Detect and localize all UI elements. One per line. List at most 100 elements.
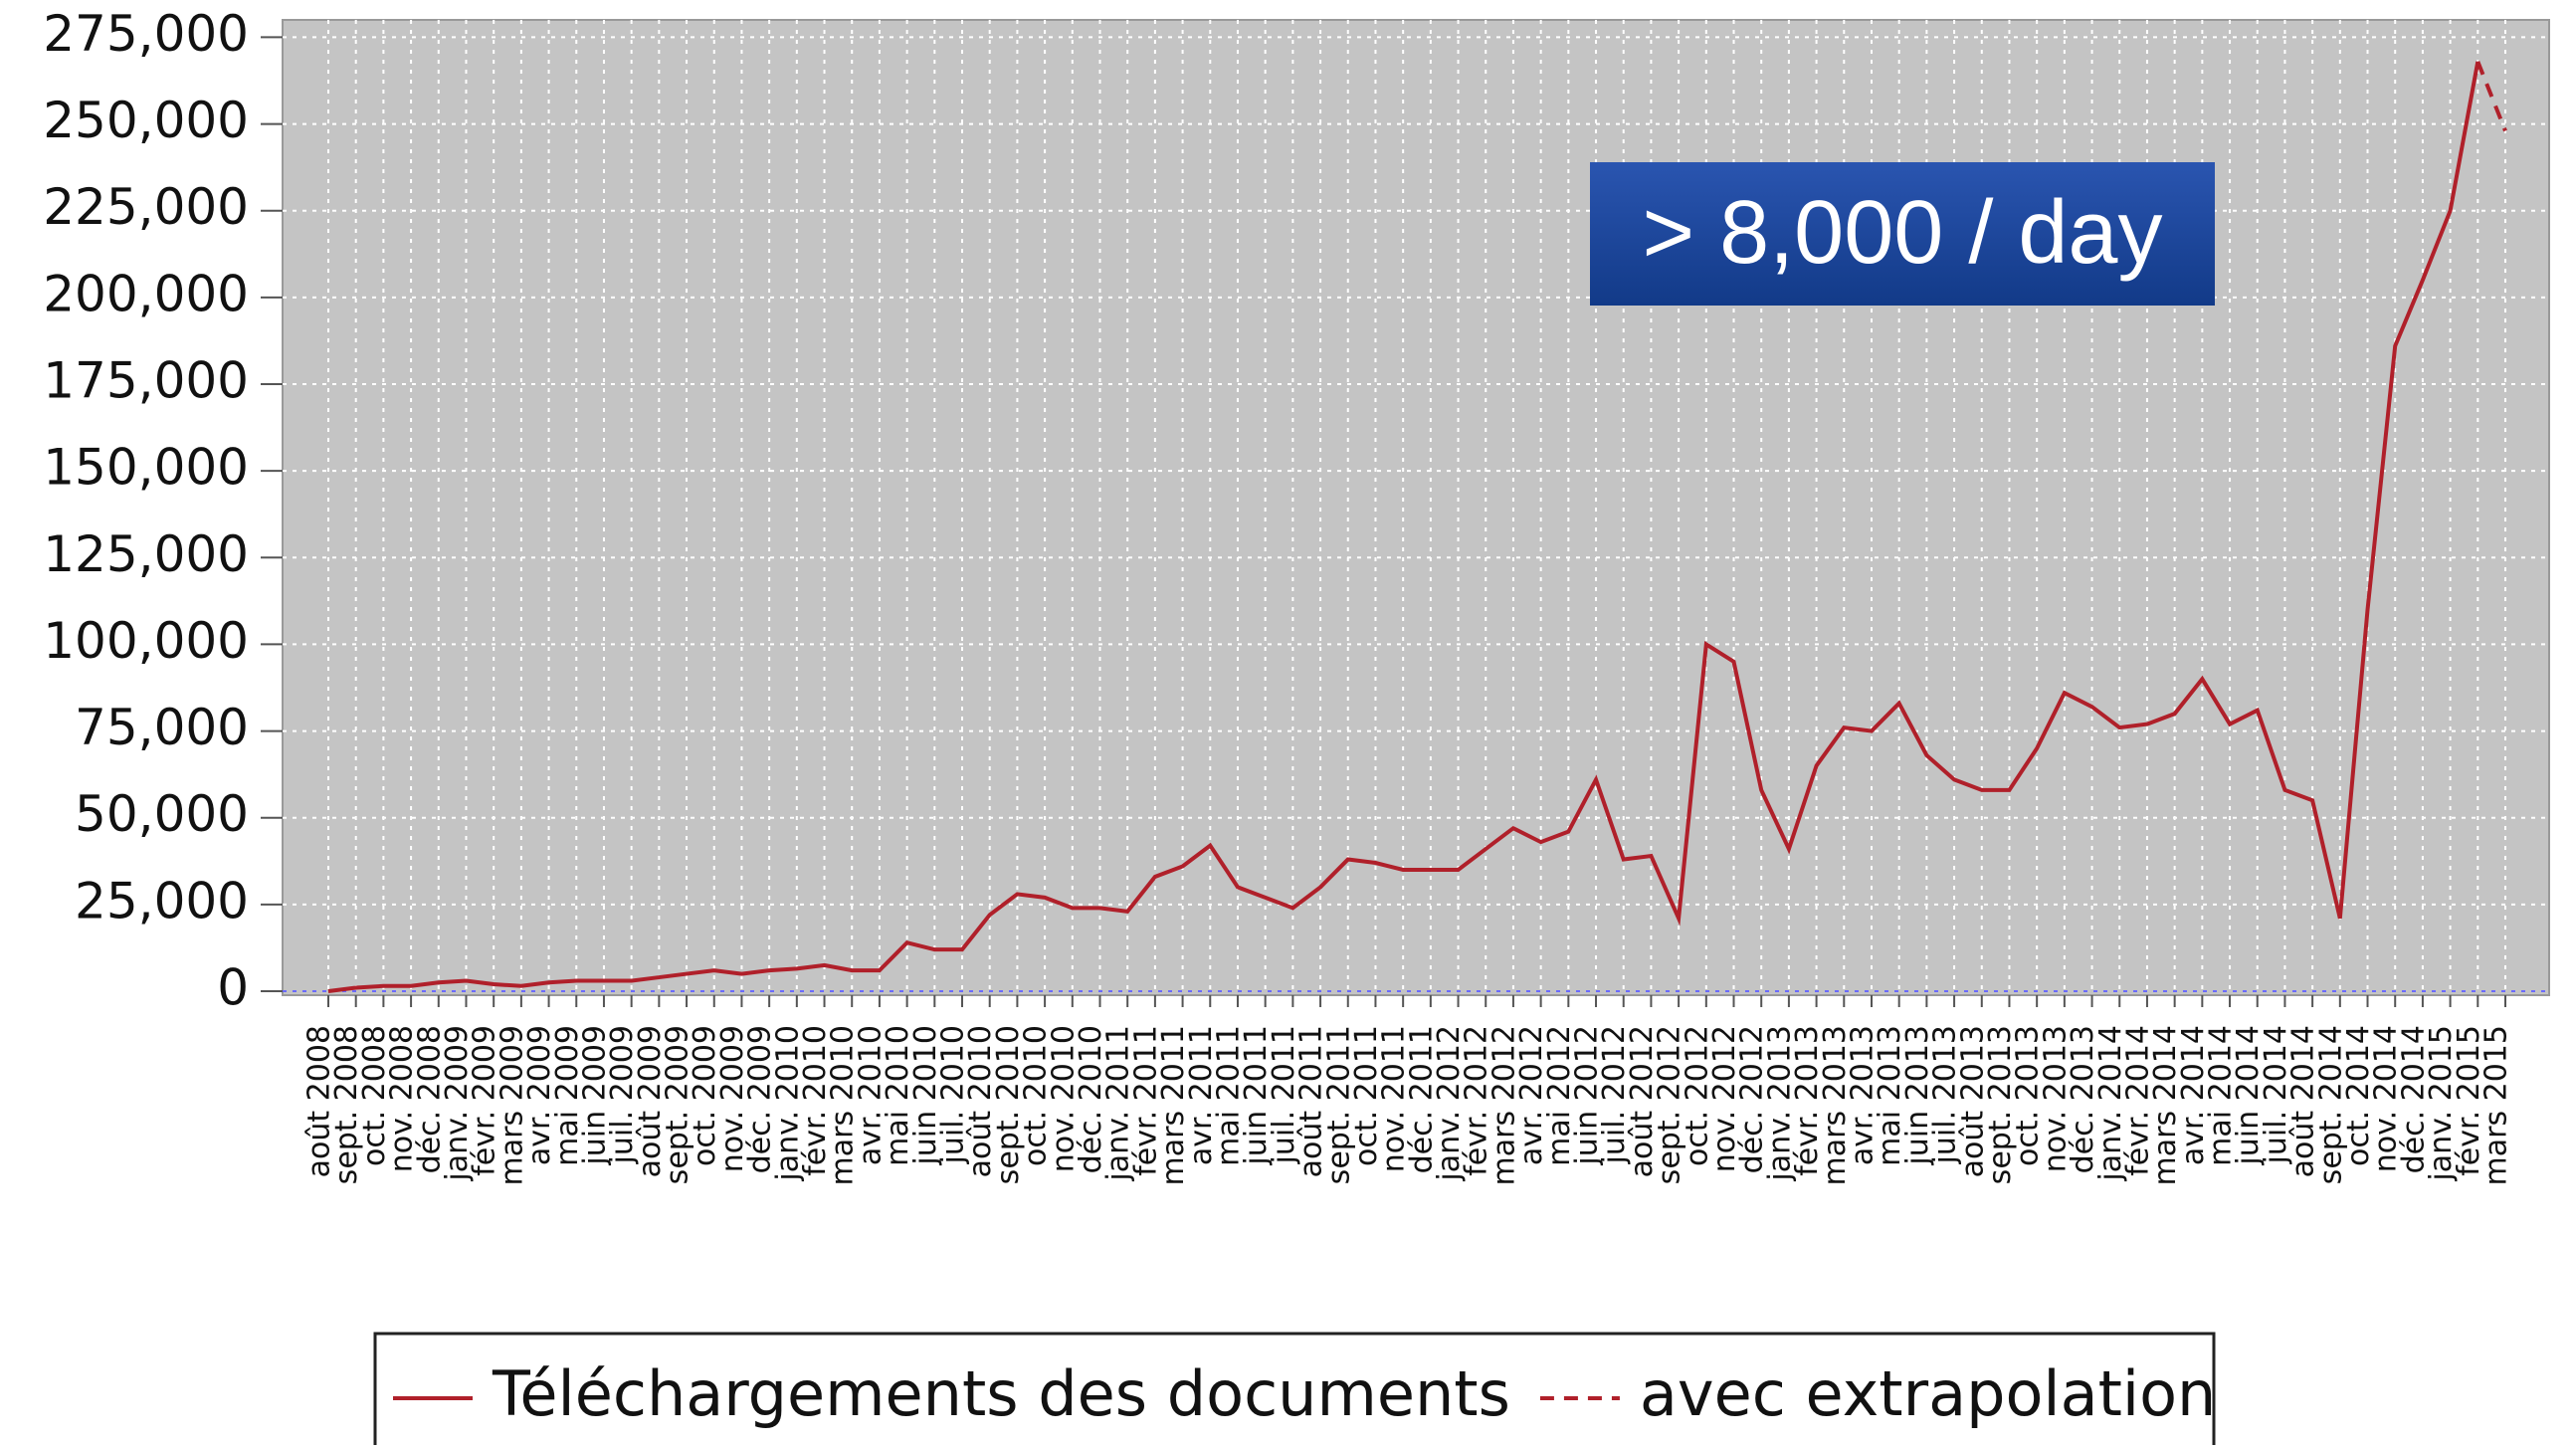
y-tick-label: 125,000 (43, 525, 249, 583)
x-tick-label: août 2009 (633, 1025, 668, 1177)
x-tick-label: juil. 2013 (1928, 1025, 1963, 1164)
y-tick-label: 50,000 (75, 785, 249, 843)
x-tick-label: janv. 2012 (1432, 1025, 1467, 1182)
x-tick-label: oct. 2014 (2341, 1025, 2376, 1166)
x-tick-label: avr. 2013 (1845, 1025, 1880, 1165)
x-tick-label: mai 2012 (1542, 1025, 1577, 1166)
y-tick-label: 150,000 (43, 439, 249, 497)
x-tick-label: juin 2011 (1239, 1025, 1274, 1166)
y-tick-label: 100,000 (43, 612, 249, 670)
x-tick-label: déc. 2010 (1074, 1025, 1108, 1173)
x-tick-label: sept. 2010 (991, 1025, 1026, 1184)
x-tick-label: avr. 2009 (522, 1025, 557, 1165)
x-tick-label: sept. 2013 (1983, 1025, 2018, 1184)
x-tick-label: août 2008 (302, 1025, 337, 1177)
x-tick-label: févr. 2009 (468, 1025, 502, 1176)
y-tick-label: 175,000 (43, 352, 249, 410)
x-tick-label: oct. 2011 (1349, 1025, 1384, 1166)
x-tick-label: nov. 2013 (2038, 1025, 2073, 1172)
x-tick-label: mai 2010 (881, 1025, 915, 1166)
x-tick-label: nov. 2008 (385, 1025, 420, 1172)
x-tick-label: févr. 2014 (2120, 1025, 2155, 1176)
y-tick-label: 200,000 (43, 265, 249, 322)
x-tick-label: mars 2012 (1486, 1025, 1521, 1185)
x-tick-label: janv. 2009 (440, 1025, 475, 1182)
x-tick-label: févr. 2012 (1460, 1025, 1494, 1176)
annotation-box (1590, 162, 2215, 306)
x-tick-label: mars 2009 (495, 1025, 529, 1185)
y-tick-label: 275,000 (43, 5, 249, 63)
x-tick-label: mai 2013 (1873, 1025, 1907, 1166)
x-tick-label: janv. 2011 (1101, 1025, 1136, 1182)
x-tick-label: juil. 2009 (605, 1025, 640, 1164)
x-tick-label: juin 2010 (908, 1025, 943, 1166)
x-tick-label: févr. 2015 (2452, 1025, 2486, 1176)
x-tick-label: mars 2010 (826, 1025, 861, 1185)
x-tick-label: oct. 2010 (1019, 1025, 1054, 1166)
x-tick-label: nov. 2011 (1377, 1025, 1412, 1172)
x-tick-label: avr. 2012 (1514, 1025, 1549, 1165)
legend-label: Téléchargements des documents (492, 1357, 1510, 1430)
y-tick-label: 25,000 (75, 872, 249, 930)
x-tick-label: août 2012 (1625, 1025, 1660, 1177)
x-tick-label: déc. 2011 (1404, 1025, 1439, 1173)
x-tick-label: sept. 2011 (1321, 1025, 1356, 1184)
x-tick-label: janv. 2015 (2424, 1025, 2459, 1182)
x-tick-label: mai 2014 (2204, 1025, 2239, 1166)
x-tick-label: nov. 2010 (1046, 1025, 1081, 1172)
x-tick-label: janv. 2010 (770, 1025, 805, 1182)
x-tick-label: sept. 2009 (661, 1025, 695, 1184)
x-tick-label: juil. 2010 (936, 1025, 971, 1164)
y-tick-label: 225,000 (43, 178, 249, 236)
x-tick-label: avr. 2010 (853, 1025, 888, 1165)
data-line (327, 61, 2480, 993)
x-tick-label: janv. 2013 (1762, 1025, 1797, 1182)
x-tick-label: févr. 2011 (1128, 1025, 1163, 1176)
x-tick-label: févr. 2013 (1790, 1025, 1825, 1176)
x-tick-label: nov. 2014 (2369, 1025, 2404, 1172)
x-tick-label: déc. 2008 (412, 1025, 447, 1173)
x-tick-label: oct. 2009 (688, 1025, 722, 1166)
x-tick-label: avr. 2011 (1184, 1025, 1219, 1165)
x-tick-label: août 2013 (1955, 1025, 1990, 1177)
x-tick-label: déc. 2014 (2396, 1025, 2431, 1173)
x-tick-label: août 2010 (963, 1025, 998, 1177)
x-tick-label: juil. 2014 (2259, 1025, 2293, 1164)
x-tick-label: juin 2014 (2231, 1025, 2266, 1166)
x-tick-label: sept. 2014 (2313, 1025, 2348, 1184)
x-tick-label: mars 2014 (2148, 1025, 2183, 1185)
x-tick-label: déc. 2013 (2066, 1025, 2100, 1173)
x-tick-label: mars 2015 (2479, 1025, 2514, 1185)
y-tick-label: 0 (217, 959, 249, 1017)
x-tick-label: mai 2011 (1211, 1025, 1246, 1166)
x-tick-label: juin 2012 (1570, 1025, 1605, 1166)
y-tick-label: 250,000 (43, 92, 249, 149)
x-tick-label: mars 2013 (1818, 1025, 1853, 1185)
x-tick-label: mai 2009 (550, 1025, 585, 1166)
x-tick-label: sept. 2008 (329, 1025, 364, 1184)
x-tick-label: juin 2009 (577, 1025, 612, 1166)
x-tick-label: juil. 2012 (1597, 1025, 1632, 1164)
x-tick-label: nov. 2012 (1707, 1025, 1742, 1172)
y-tick-label: 75,000 (75, 699, 249, 756)
x-tick-label: mars 2011 (1156, 1025, 1191, 1185)
annotation: > 8,000 / day (1643, 183, 2163, 283)
x-tick-label: oct. 2013 (2011, 1025, 2046, 1166)
x-tick-label: juin 2013 (1900, 1025, 1935, 1166)
x-tick-label: févr. 2010 (798, 1025, 833, 1176)
legend-label: avec extrapolation (1640, 1357, 2216, 1430)
x-tick-label: déc. 2009 (743, 1025, 778, 1173)
x-tick-label: nov. 2009 (715, 1025, 750, 1172)
x-tick-label: janv. 2014 (2093, 1025, 2128, 1182)
x-tick-label: août 2014 (2286, 1025, 2321, 1177)
x-tick-label: sept. 2012 (1653, 1025, 1687, 1184)
x-tick-label: oct. 2012 (1680, 1025, 1714, 1166)
x-tick-label: août 2011 (1294, 1025, 1329, 1177)
x-tick-label: avr. 2014 (2176, 1025, 2211, 1165)
x-tick-label: déc. 2012 (1735, 1025, 1770, 1173)
data-line (2476, 61, 2507, 132)
x-tick-label: juil. 2011 (1267, 1025, 1301, 1164)
x-tick-label: oct. 2008 (357, 1025, 392, 1166)
legend-box (373, 1332, 2216, 1449)
